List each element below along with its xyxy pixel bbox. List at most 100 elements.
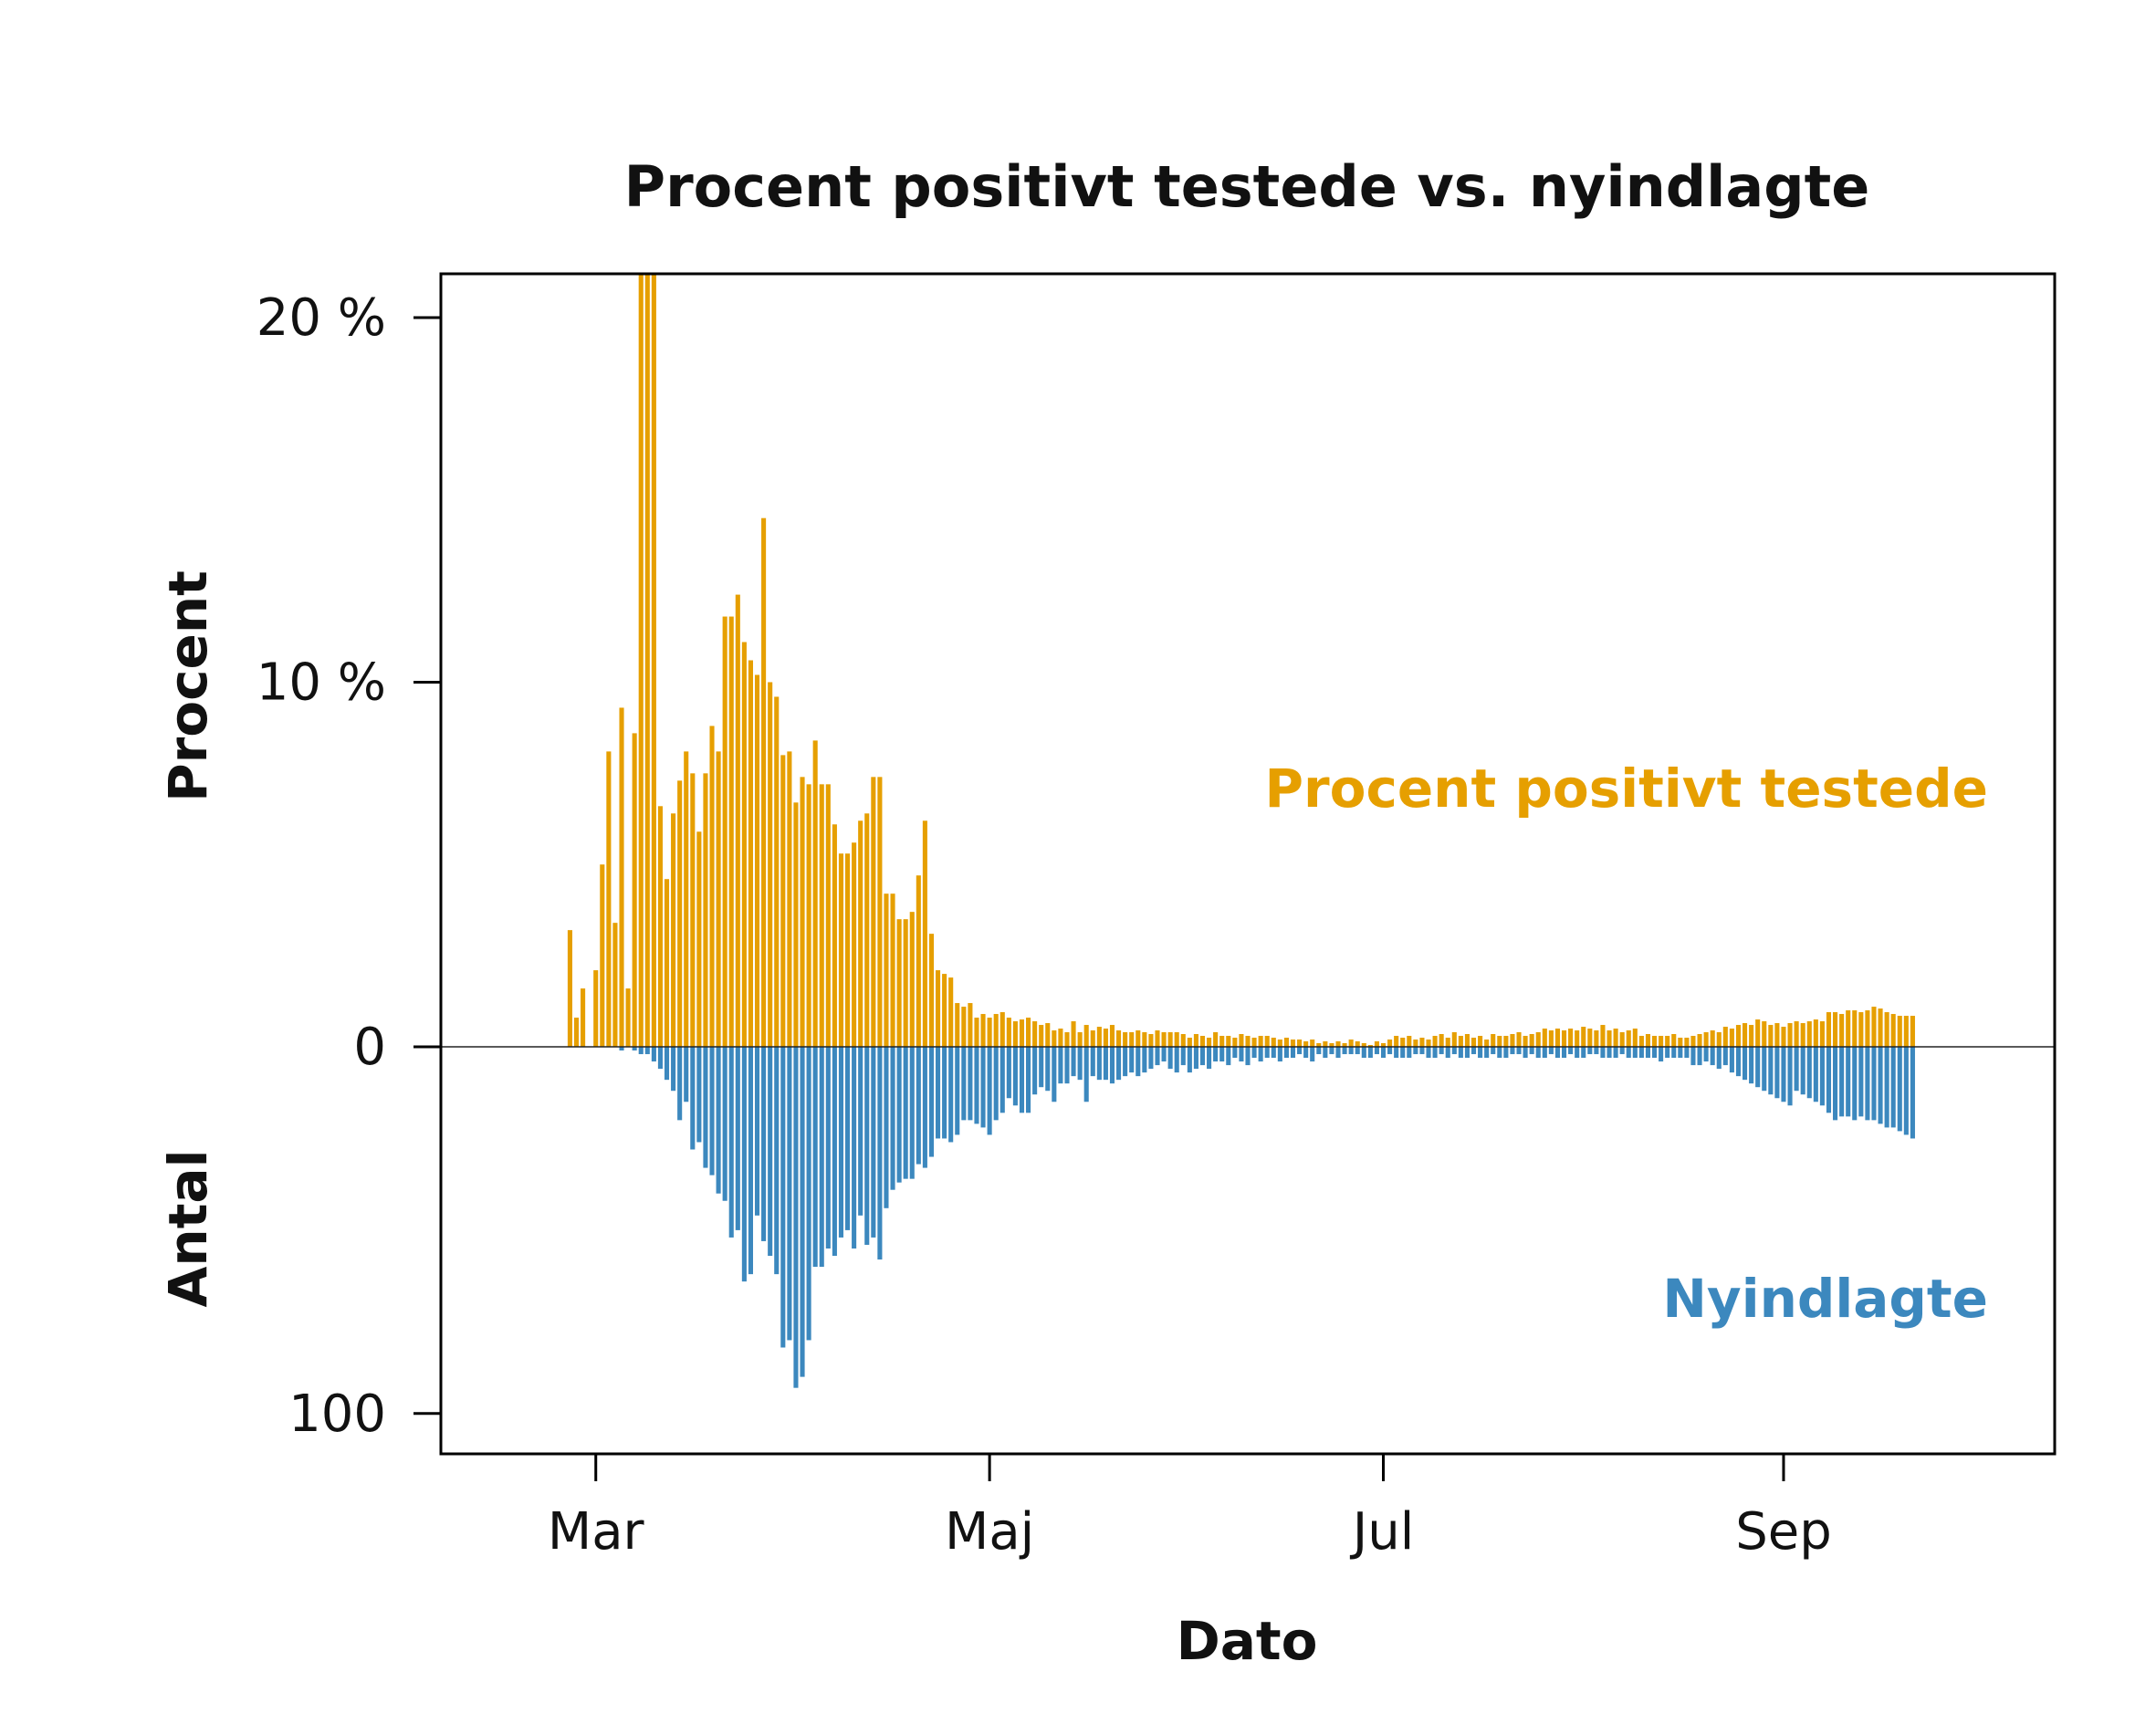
percent-bar xyxy=(1199,1036,1206,1047)
percent-bar xyxy=(1155,1030,1160,1047)
percent-bar xyxy=(903,919,908,1047)
percent-bar xyxy=(1161,1032,1167,1047)
percent-bar xyxy=(864,813,870,1047)
admissions-bar xyxy=(1833,1047,1838,1121)
admissions-bar xyxy=(800,1047,805,1377)
label-percent-positive: Procent positivt testede xyxy=(1265,758,1989,820)
admissions-bar xyxy=(1367,1047,1373,1059)
percent-bar xyxy=(838,853,844,1047)
percent-bar xyxy=(1497,1036,1502,1047)
percent-bar xyxy=(1290,1040,1296,1047)
admissions-bar xyxy=(1148,1047,1154,1070)
admissions-bar xyxy=(1283,1047,1289,1059)
percent-bar xyxy=(1045,1023,1051,1047)
admissions-bar xyxy=(1458,1047,1463,1059)
percent-bar xyxy=(1207,1038,1212,1047)
admissions-bar xyxy=(1516,1047,1522,1055)
percent-bar xyxy=(657,806,663,1047)
percent-bar xyxy=(1826,1012,1832,1047)
admissions-bar xyxy=(1155,1047,1160,1066)
percent-bar xyxy=(1703,1032,1709,1047)
percent-bar xyxy=(1575,1030,1580,1047)
admissions-bar xyxy=(1697,1047,1702,1066)
percent-bar xyxy=(1735,1025,1742,1047)
percent-bar xyxy=(1774,1023,1780,1047)
percent-bar xyxy=(980,1014,986,1047)
admissions-bar xyxy=(1858,1047,1864,1117)
percent-bar xyxy=(1167,1032,1173,1047)
admissions-bar xyxy=(1142,1047,1147,1073)
percent-bar xyxy=(1426,1040,1431,1047)
percent-bar xyxy=(1710,1030,1715,1047)
admissions-bar xyxy=(1348,1047,1354,1055)
admissions-bar xyxy=(1387,1047,1393,1055)
percent-bar xyxy=(800,777,805,1047)
admissions-bar xyxy=(696,1047,702,1143)
admissions-bar xyxy=(1762,1047,1767,1092)
admissions-bar xyxy=(1613,1047,1618,1059)
admissions-bar xyxy=(780,1047,786,1348)
admissions-bar xyxy=(1632,1047,1638,1059)
admissions-bar xyxy=(1523,1047,1528,1059)
admissions-bar xyxy=(1167,1047,1173,1070)
percent-bar xyxy=(1594,1030,1599,1047)
admissions-bar xyxy=(1491,1047,1496,1055)
percent-bar xyxy=(1419,1038,1425,1047)
percent-bar xyxy=(1768,1025,1774,1047)
admissions-bar xyxy=(1096,1047,1102,1081)
admissions-bar xyxy=(1219,1047,1225,1062)
admissions-bar xyxy=(1394,1047,1399,1059)
percent-bar xyxy=(1729,1029,1734,1047)
percent-bar xyxy=(1865,1010,1870,1047)
admissions-bar xyxy=(1535,1047,1541,1059)
percent-bar xyxy=(928,934,935,1047)
percent-bar xyxy=(581,988,586,1047)
percent-bar xyxy=(1193,1034,1198,1047)
admissions-bar xyxy=(1277,1047,1282,1062)
admissions-bar xyxy=(1470,1047,1477,1055)
admissions-bar xyxy=(1846,1047,1851,1117)
percent-bar xyxy=(1342,1043,1347,1047)
admissions-bar xyxy=(1749,1047,1754,1084)
admissions-bar xyxy=(1335,1047,1341,1059)
admissions-bar xyxy=(1716,1047,1722,1070)
percent-bar xyxy=(1607,1030,1612,1047)
percent-bar xyxy=(1787,1023,1793,1047)
admissions-bar xyxy=(1432,1047,1438,1059)
percent-bar xyxy=(1432,1036,1438,1047)
percent-bar xyxy=(832,824,837,1047)
percent-bar xyxy=(1523,1036,1528,1047)
percent-bar xyxy=(1478,1036,1483,1047)
percent-bar xyxy=(871,777,876,1047)
admissions-bar xyxy=(1690,1047,1696,1066)
percent-bar xyxy=(1665,1036,1670,1047)
percent-bar xyxy=(1632,1029,1638,1047)
percent-bar xyxy=(1096,1027,1102,1047)
percent-bar xyxy=(1743,1023,1748,1047)
admissions-bar xyxy=(1478,1047,1483,1059)
admissions-bar xyxy=(968,1047,973,1121)
admissions-bar xyxy=(1400,1047,1406,1059)
percent-bar xyxy=(780,755,786,1047)
percent-bar xyxy=(1651,1036,1658,1047)
admissions-bar xyxy=(1213,1047,1219,1062)
percent-bar xyxy=(1316,1043,1322,1047)
percent-bar xyxy=(936,970,941,1047)
percent-bar xyxy=(1813,1019,1818,1047)
percent-bar xyxy=(1749,1025,1754,1047)
percent-bar xyxy=(1245,1036,1251,1047)
y-axis: 0 10 % 20 % 100 xyxy=(256,288,441,1444)
admissions-bar xyxy=(1329,1047,1334,1055)
percent-bar xyxy=(1451,1032,1457,1047)
percent-bar xyxy=(916,875,921,1047)
y-tick-label: 20 % xyxy=(256,288,386,348)
admissions-bar xyxy=(1607,1047,1612,1059)
admissions-bar xyxy=(1109,1047,1115,1084)
percent-bar xyxy=(644,274,650,1047)
percent-bar xyxy=(1103,1029,1108,1047)
percent-bar xyxy=(1684,1038,1690,1047)
percent-bar xyxy=(1600,1025,1606,1047)
y-axis-label-count: Antal xyxy=(157,1150,219,1308)
admissions-bar xyxy=(871,1047,876,1238)
admissions-bar xyxy=(877,1047,883,1260)
